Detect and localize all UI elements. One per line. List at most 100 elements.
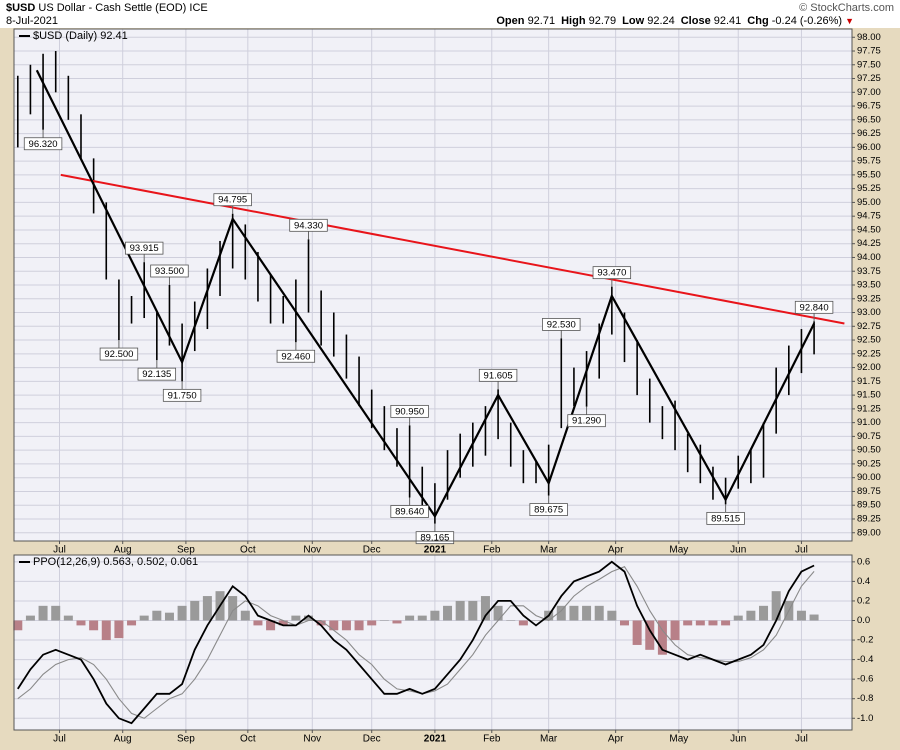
histogram-bar (152, 610, 162, 621)
y-tick-label: 91.75 (857, 376, 881, 387)
histogram-bar (645, 620, 655, 650)
annotation-box (23, 137, 63, 151)
histogram-bar (683, 620, 693, 626)
signal-line (17, 566, 815, 719)
annotation-box (162, 388, 202, 402)
y-tick-label: 90.00 (857, 472, 881, 483)
annotation-box (567, 414, 606, 428)
x-tick-label: May (669, 734, 688, 745)
histogram-bar (796, 610, 806, 621)
x-tick-label: Feb (483, 545, 501, 556)
histogram-bar (721, 620, 731, 626)
annotation-box (592, 266, 632, 280)
y-tick-label: 89.50 (857, 500, 881, 511)
annotation-label: 94.795 (218, 195, 247, 206)
histogram-bar (13, 620, 23, 631)
annotation-box (478, 368, 518, 382)
y-tick-label: 94.25 (857, 238, 881, 249)
x-tick-label: Sep (177, 734, 195, 745)
histogram-bar (379, 620, 389, 622)
histogram-bar (430, 610, 440, 621)
y-tick-label: 94.50 (857, 224, 881, 235)
histogram-bar (556, 605, 566, 621)
y-tick-label: 0.0 (857, 615, 870, 626)
annotation-box (542, 318, 581, 331)
histogram-bar (632, 620, 642, 645)
histogram-bar (657, 620, 667, 655)
x-tick-label: Jun (730, 545, 746, 556)
y-tick-label: 96.25 (857, 128, 881, 139)
annotation-label: 93.915 (130, 243, 159, 254)
y-tick-label: 90.50 (857, 445, 881, 456)
header: $USD US Dollar - Cash Settle (EOD) ICE 8… (0, 0, 900, 28)
title-line: $USD US Dollar - Cash Settle (EOD) ICE (6, 2, 208, 14)
annotation-label: 91.605 (484, 370, 513, 381)
y-tick-label: 90.75 (857, 431, 881, 442)
annotation-box (150, 264, 189, 278)
quote: Open 92.71 High 92.79 Low 92.24 Close 92.41… (490, 15, 854, 27)
annotation-label: 91.750 (168, 390, 197, 401)
quote-value: 92.79 (588, 15, 617, 27)
histogram-bar (38, 605, 48, 621)
ppo-line (17, 560, 815, 725)
x-tick-label: Jul (53, 545, 66, 556)
histogram-bar (594, 605, 604, 621)
annotation-box (289, 218, 328, 232)
y-tick-label: 92.75 (857, 321, 881, 332)
x-tick-label: Jul (795, 734, 808, 745)
histogram-bar (114, 620, 124, 639)
histogram-bar (139, 615, 149, 621)
annotation-box (390, 404, 429, 418)
annotation-box (706, 511, 745, 525)
histogram-bar (455, 600, 465, 621)
histogram-bar (354, 620, 364, 631)
annotation-box (276, 349, 316, 363)
histogram-bar (531, 620, 541, 622)
x-tick-label: Jul (53, 734, 66, 745)
credit: © StockCharts.com (799, 2, 894, 14)
y-tick-label: 0.4 (857, 576, 870, 587)
annotation-box (137, 367, 177, 381)
x-tick-label: Jul (795, 545, 808, 556)
y-tick-label: 95.00 (857, 197, 881, 208)
quote-label: High (561, 15, 586, 27)
y-tick-label: 92.25 (857, 348, 881, 359)
histogram-bar (607, 610, 617, 621)
quote-value: 92.71 (527, 15, 556, 27)
y-tick-label: 94.00 (857, 252, 881, 263)
histogram-bar (291, 615, 301, 621)
y-tick-label: -0.4 (857, 654, 873, 665)
x-tick-label: May (669, 545, 688, 556)
annotation-label: 93.470 (597, 268, 626, 279)
y-tick-label: 93.00 (857, 307, 881, 318)
quote-label: Open (496, 15, 525, 27)
x-tick-label: Nov (303, 545, 321, 556)
histogram-bar (127, 620, 137, 626)
annotation-box (99, 347, 139, 361)
annotation-label: 92.135 (142, 369, 171, 380)
histogram-bar (506, 620, 516, 622)
date: 8-Jul-2021 (6, 15, 58, 27)
x-tick-label: Aug (114, 545, 132, 556)
histogram-bar (164, 612, 174, 621)
y-tick-label: 93.75 (857, 266, 881, 277)
histogram-bar (341, 620, 351, 631)
histogram-bar (202, 596, 212, 621)
histogram-bar (228, 596, 238, 621)
histogram-bar (392, 620, 402, 624)
histogram-bar (695, 620, 705, 626)
histogram-bar (329, 620, 339, 631)
histogram-bar (253, 620, 263, 626)
y-tick-label: 97.25 (857, 73, 881, 84)
histogram-bar (582, 605, 592, 621)
histogram-bar (367, 620, 377, 626)
down-arrow: ▼ (845, 16, 854, 26)
x-tick-label: Mar (540, 734, 558, 745)
histogram-bar (177, 605, 187, 621)
symbol: $USD (6, 2, 36, 14)
histogram-bar (76, 620, 86, 626)
histogram-bar (733, 615, 743, 621)
histogram-bar (63, 615, 73, 621)
annotation-box (794, 300, 834, 314)
